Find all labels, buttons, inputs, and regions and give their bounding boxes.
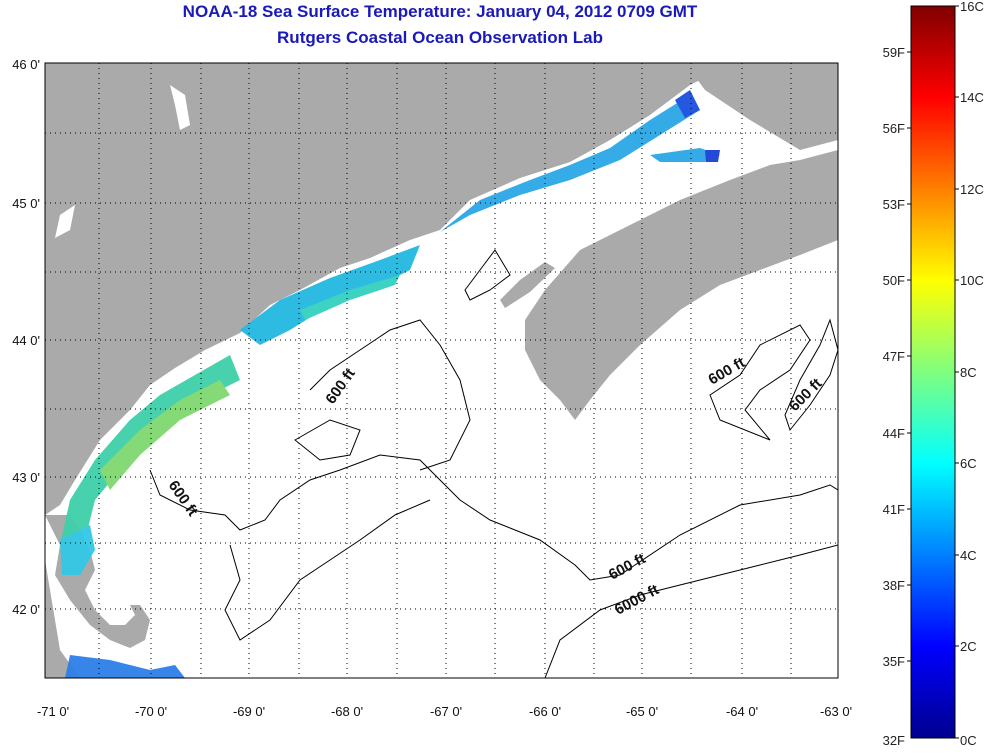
y-tick-label: 43 0' — [12, 470, 40, 485]
colorbar-celsius-label: 10C — [960, 273, 984, 288]
colorbar-fahrenheit-label: 53F — [883, 197, 905, 212]
depth-contours — [149, 249, 838, 678]
y-tick-label: 42 0' — [12, 602, 40, 617]
colorbar-celsius-label: 14C — [960, 90, 984, 105]
sst-coverage — [60, 90, 720, 678]
colorbar-celsius-label: 2C — [960, 639, 977, 654]
x-tick-label: -69 0' — [233, 704, 265, 719]
colorbar-celsius-label: 16C — [960, 0, 984, 14]
y-tick-label: 46 0' — [12, 57, 40, 72]
land-mainland — [45, 63, 838, 515]
chart-subtitle: Rutgers Coastal Ocean Observation Lab — [277, 28, 603, 47]
colorbar-gradient — [910, 5, 956, 739]
colorbar-celsius-label: 6C — [960, 456, 977, 471]
map-plot: -71 0' -70 0' -69 0' -68 0' -67 0' -66 0… — [12, 57, 852, 719]
graticule — [45, 63, 838, 678]
land-island — [500, 262, 555, 308]
x-tick-label: -65 0' — [626, 704, 658, 719]
x-tick-label: -68 0' — [331, 704, 363, 719]
colorbar-fahrenheit-label: 32F — [883, 733, 905, 748]
chart-title: NOAA-18 Sea Surface Temperature: January… — [182, 2, 698, 21]
colorbar-celsius-label: 4C — [960, 548, 977, 563]
x-tick-label: -66 0' — [529, 704, 561, 719]
y-tick-label: 44 0' — [12, 333, 40, 348]
land-lakes — [55, 85, 190, 238]
colorbar-fahrenheit-label: 41F — [883, 502, 905, 517]
colorbar-celsius-label: 12C — [960, 182, 984, 197]
x-axis: -71 0' -70 0' -69 0' -68 0' -67 0' -66 0… — [37, 704, 852, 719]
x-tick-label: -70 0' — [135, 704, 167, 719]
colorbar: 16C 14C 12C 10C 8C 6C 4C 2C 0C 59F 56F 5… — [883, 0, 984, 748]
x-tick-label: -71 0' — [37, 704, 69, 719]
x-tick-label: -67 0' — [430, 704, 462, 719]
x-tick-label: -64 0' — [726, 704, 758, 719]
y-tick-label: 45 0' — [12, 196, 40, 211]
colorbar-fahrenheit-label: 35F — [883, 654, 905, 669]
colorbar-fahrenheit-label: 50F — [883, 273, 905, 288]
colorbar-fahrenheit-label: 44F — [883, 426, 905, 441]
colorbar-celsius-label: 0C — [960, 733, 977, 748]
land-nova-scotia — [525, 150, 838, 420]
colorbar-fahrenheit-label: 56F — [883, 121, 905, 136]
colorbar-celsius-label: 8C — [960, 365, 977, 380]
colorbar-fahrenheit-label: 38F — [883, 578, 905, 593]
colorbar-fahrenheit-label: 47F — [883, 349, 905, 364]
colorbar-fahrenheit-label: 59F — [883, 45, 905, 60]
map-frame — [44, 62, 839, 679]
y-axis: 46 0' 45 0' 44 0' 43 0' 42 0' — [12, 57, 40, 617]
x-tick-label: -63 0' — [820, 704, 852, 719]
